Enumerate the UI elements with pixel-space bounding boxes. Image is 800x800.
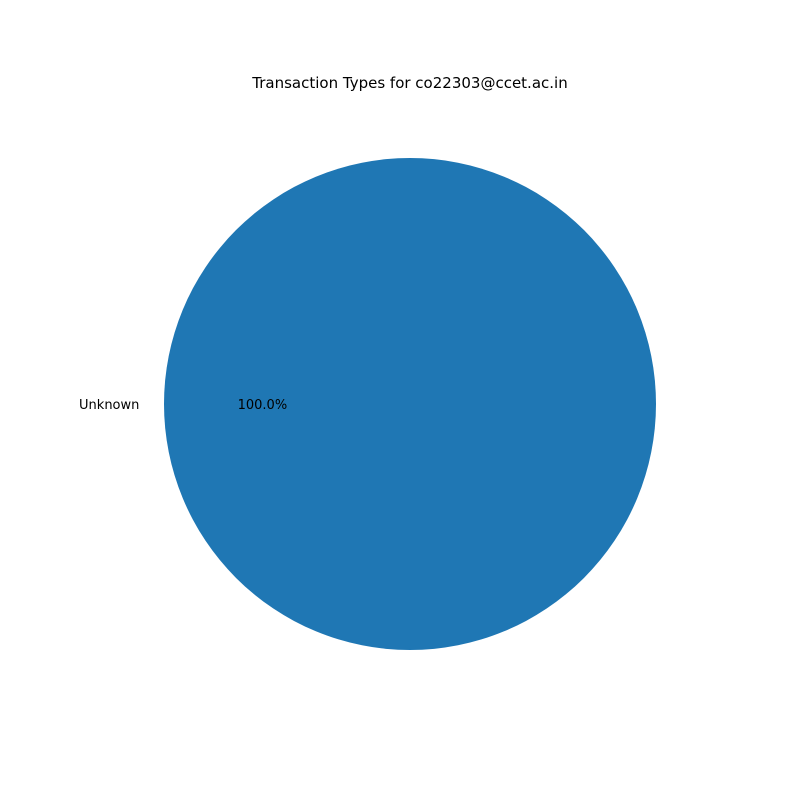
pie-slice-unknown: [164, 158, 656, 650]
slice-label: Unknown: [79, 398, 139, 413]
slice-percentage-label: 100.0%: [238, 398, 288, 413]
pie-labels: Unknown 100.0%: [79, 398, 287, 413]
pie-slices: [164, 158, 656, 650]
chart-title: Transaction Types for co22303@ccet.ac.in: [251, 74, 567, 92]
